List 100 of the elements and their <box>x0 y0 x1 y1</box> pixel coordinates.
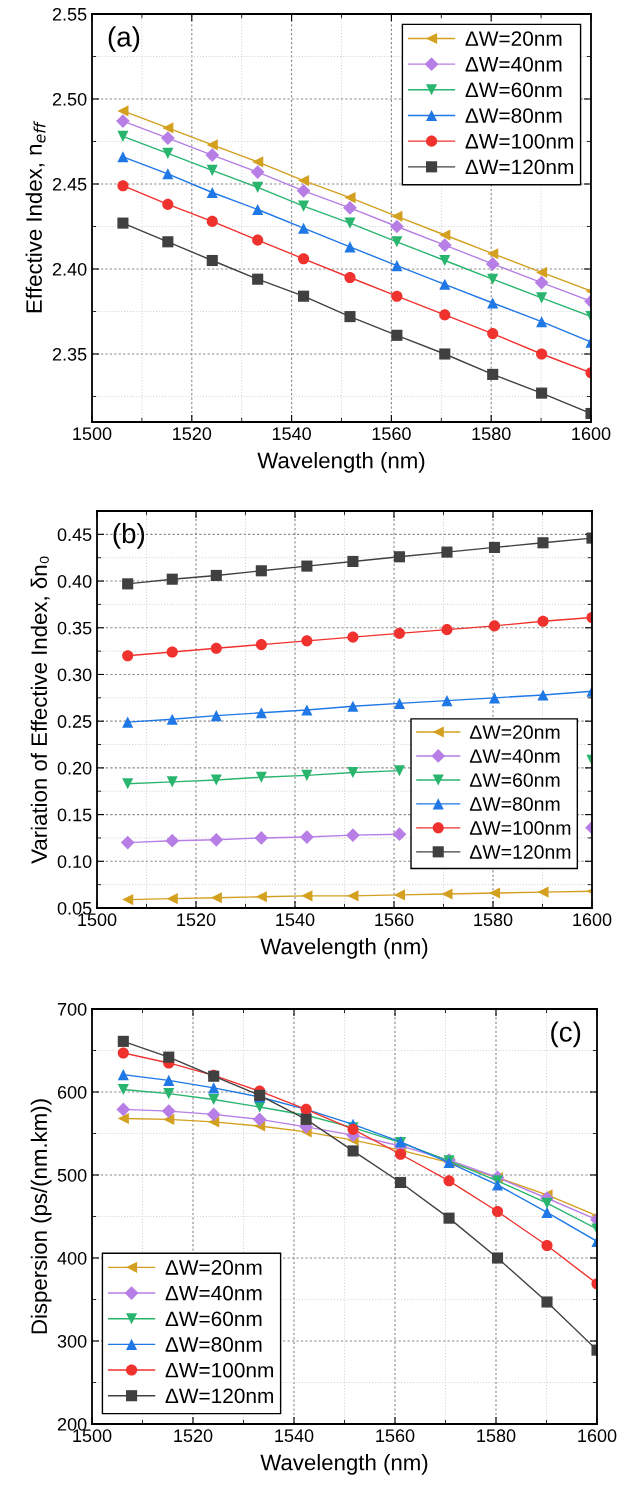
point <box>208 1093 220 1106</box>
y-tick-label: 300 <box>57 1334 87 1348</box>
annotation: (b) <box>113 522 145 549</box>
point <box>298 200 310 212</box>
point <box>210 569 222 582</box>
point <box>391 290 403 302</box>
point <box>206 254 218 267</box>
point <box>210 710 222 722</box>
y-axis-title: Dispersion (ps/(nm.km)) <box>30 1099 52 1334</box>
point <box>210 892 222 904</box>
point <box>344 271 356 284</box>
point <box>301 635 313 647</box>
point <box>488 620 501 632</box>
point <box>296 183 311 198</box>
point <box>166 713 178 725</box>
point <box>301 704 313 716</box>
point <box>393 551 405 563</box>
point <box>166 573 178 585</box>
x-tick-label: 1520 <box>174 1429 213 1443</box>
y-tick-label: 700 <box>57 1002 87 1016</box>
point <box>443 1212 455 1224</box>
point <box>208 1116 220 1128</box>
point <box>300 1113 312 1125</box>
point <box>162 147 174 159</box>
point <box>298 253 310 265</box>
point <box>166 776 178 788</box>
point <box>439 309 451 321</box>
point <box>122 778 134 790</box>
point <box>541 1206 553 1218</box>
point <box>252 234 264 246</box>
point <box>255 891 267 903</box>
point <box>536 316 548 328</box>
y-axis-title: Effective Index, n$_{eff}$ <box>25 120 46 313</box>
point <box>252 203 264 216</box>
legend-label: ΔW=120nm <box>469 845 571 859</box>
point <box>346 828 360 843</box>
x-tick-label: 1600 <box>573 913 612 927</box>
point <box>117 217 129 229</box>
legend-label: ΔW=20nm <box>165 1260 262 1275</box>
legend-label: ΔW=60nm <box>465 82 562 98</box>
point <box>206 215 218 227</box>
point <box>343 200 357 215</box>
point <box>393 765 405 777</box>
point <box>301 560 313 572</box>
y-tick-label: 0.40 <box>57 574 92 588</box>
annotation: (c) <box>551 1021 581 1048</box>
point <box>252 181 264 193</box>
point <box>298 175 310 187</box>
point <box>252 273 264 285</box>
legend-label: ΔW=100nm <box>465 133 573 149</box>
point <box>537 615 549 627</box>
point <box>163 1074 175 1086</box>
point <box>117 1113 129 1125</box>
point <box>117 1069 129 1081</box>
point <box>491 1179 504 1191</box>
x-axis-title: Wavelength (nm) <box>257 452 425 473</box>
point <box>537 537 549 549</box>
y-tick-label: 0.20 <box>57 761 92 775</box>
x-axis-title: Wavelength (nm) <box>260 938 428 959</box>
point <box>117 130 129 142</box>
point <box>255 565 267 577</box>
legend-label: ΔW=40nm <box>165 1285 262 1301</box>
point <box>392 827 407 842</box>
x-tick-label: 1540 <box>272 427 311 441</box>
point <box>437 238 452 253</box>
point <box>165 833 180 848</box>
legend-label: ΔW=40nm <box>469 749 560 763</box>
x-tick-label: 1520 <box>177 913 216 927</box>
point <box>441 624 453 636</box>
x-tick-label: 1600 <box>578 1429 617 1443</box>
point <box>439 229 451 241</box>
y-axis-title: Variation of Effective Index, δn₀ <box>30 556 50 864</box>
point <box>205 148 220 162</box>
point <box>117 1047 129 1059</box>
x-tick-label: 1560 <box>372 427 411 441</box>
point <box>487 297 499 309</box>
point <box>391 329 403 341</box>
point <box>347 700 359 712</box>
point <box>443 1175 455 1187</box>
point <box>537 886 549 898</box>
point <box>301 769 313 781</box>
y-tick-label: 2.50 <box>52 92 87 106</box>
point <box>117 180 129 192</box>
x-tick-label: 1580 <box>472 427 511 441</box>
point <box>541 1296 553 1308</box>
y-tick-label: 2.45 <box>52 177 87 191</box>
x-tick-label: 1560 <box>376 1429 415 1443</box>
legend-label: ΔW=80nm <box>469 797 560 811</box>
point <box>344 241 356 253</box>
point <box>487 328 499 340</box>
annotation: (a) <box>108 26 140 53</box>
y-tick-label: 600 <box>57 1085 87 1099</box>
point <box>391 260 403 272</box>
point <box>344 311 356 323</box>
point <box>206 186 218 199</box>
y-tick-label: 200 <box>57 1417 87 1431</box>
point <box>441 546 453 558</box>
point <box>122 578 134 590</box>
point <box>210 774 222 786</box>
point <box>116 114 130 128</box>
